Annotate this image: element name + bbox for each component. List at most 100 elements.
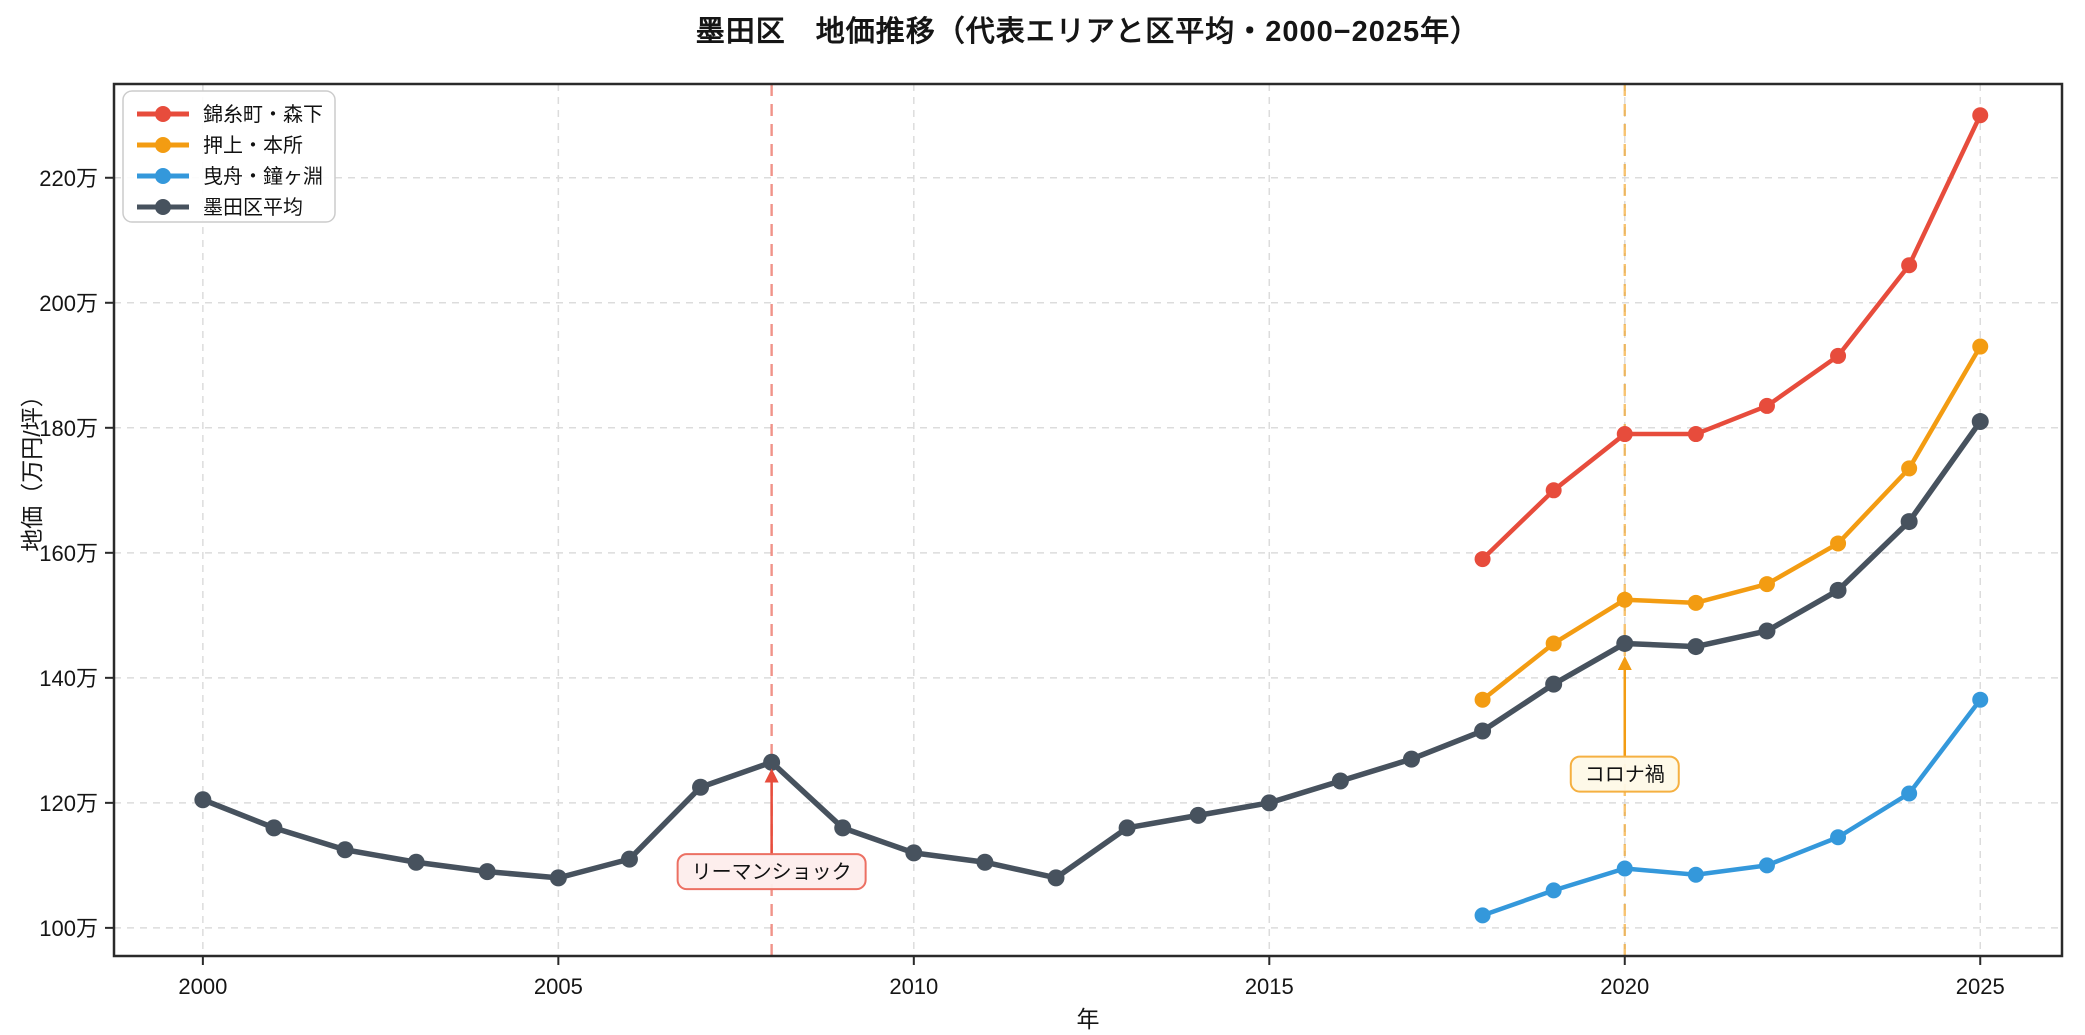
data-point: [1260, 794, 1278, 812]
data-point: [1901, 257, 1918, 274]
data-point: [1118, 819, 1136, 837]
data-point: [1687, 638, 1705, 656]
y-axis-title: 地価（万円/坪）: [19, 384, 45, 552]
data-point: [407, 853, 425, 871]
data-point: [1545, 675, 1563, 693]
data-point: [1331, 772, 1349, 790]
data-point: [1616, 426, 1633, 443]
series-line-1: [1480, 344, 1983, 702]
x-axis-title: 年: [1076, 1006, 1100, 1032]
y-tick-label: 140万: [39, 666, 98, 691]
x-tick-label: 2000: [178, 974, 227, 999]
legend-item-1: 押上・本所: [137, 134, 303, 157]
legend-label: 錦糸町・森下: [203, 103, 323, 126]
y-tick-label: 180万: [39, 416, 98, 441]
data-point: [1047, 869, 1065, 887]
data-point: [1758, 576, 1775, 593]
data-point: [1687, 426, 1704, 443]
annotation-label-1: コロナ禍: [1585, 763, 1665, 786]
series-markers-3: [194, 413, 1989, 887]
legend-label: 曳舟・鐘ヶ淵: [203, 165, 323, 188]
y-tick-label: 160万: [39, 541, 98, 566]
data-point: [1830, 347, 1847, 364]
annotation-box-0: [676, 853, 867, 891]
series-markers-0: [1474, 107, 1989, 568]
legend-label: 墨田区平均: [203, 196, 303, 219]
annotation-label-0: リーマンショック: [692, 861, 852, 884]
data-point: [1971, 413, 1989, 431]
data-point: [1616, 634, 1634, 652]
data-point: [1972, 338, 1989, 355]
y-tick-label: 120万: [39, 791, 98, 816]
data-point: [1901, 785, 1918, 802]
data-point: [834, 819, 852, 837]
data-point: [620, 850, 638, 868]
x-tick-label: 2025: [1956, 974, 2005, 999]
plot-frame: [112, 82, 2064, 958]
series-markers-1: [1474, 338, 1989, 708]
data-point: [1972, 107, 1989, 124]
data-point: [1616, 860, 1633, 877]
data-point: [336, 841, 354, 859]
axis-ticks: [105, 176, 1982, 965]
data-point: [1830, 535, 1847, 552]
y-tick-label: 100万: [39, 916, 98, 941]
data-point: [1474, 907, 1491, 924]
data-point: [1758, 397, 1775, 414]
data-point: [1972, 691, 1989, 708]
x-tick-label: 2015: [1245, 974, 1294, 999]
data-point: [1758, 622, 1776, 640]
legend-item-3: 墨田区平均: [137, 196, 303, 219]
data-point: [1545, 635, 1562, 652]
x-tick-labels: 2000 2005 2010 2015 2020 2025: [178, 974, 2004, 999]
annotation-arrowhead-0: [764, 768, 779, 783]
data-point: [1901, 460, 1918, 477]
grid: [114, 84, 2062, 956]
annotation-arrowhead-1: [1617, 655, 1632, 670]
legend-label: 押上・本所: [203, 134, 303, 157]
data-point: [905, 844, 923, 862]
data-point: [1545, 482, 1562, 499]
data-point: [1474, 551, 1491, 568]
data-point: [1474, 722, 1492, 740]
legend-marker: [155, 199, 171, 215]
series-line-0: [1480, 113, 1983, 562]
data-point: [1402, 750, 1420, 768]
legend-marker: [155, 137, 171, 153]
legend-marker: [155, 106, 171, 122]
data-point: [1616, 591, 1633, 608]
y-tick-label: 220万: [39, 166, 98, 191]
series-line-3: [200, 418, 1983, 881]
x-tick-label: 2020: [1600, 974, 1649, 999]
data-point: [1189, 806, 1207, 824]
x-tick-label: 2010: [889, 974, 938, 999]
data-point: [478, 863, 496, 881]
data-point: [763, 753, 781, 771]
data-point: [1545, 882, 1562, 899]
legend-marker: [155, 168, 171, 184]
data-point: [1830, 829, 1847, 846]
legend-box: [122, 90, 336, 223]
series-line-2: [1480, 697, 1983, 918]
data-point: [1687, 866, 1704, 883]
data-point: [194, 791, 212, 809]
data-point: [1900, 513, 1918, 531]
data-point: [976, 853, 994, 871]
chart-title: 墨田区 地価推移（代表エリアと区平均・2000−2025年）: [695, 16, 1481, 48]
legend-item-0: 錦糸町・森下: [137, 103, 323, 126]
series-markers-2: [1474, 691, 1989, 924]
data-point: [692, 778, 710, 796]
data-point: [549, 869, 567, 887]
x-tick-label: 2005: [534, 974, 583, 999]
data-point: [1474, 691, 1491, 708]
annotation-box-1: [1569, 755, 1680, 793]
data-point: [265, 819, 283, 837]
data-point: [1687, 594, 1704, 611]
data-point: [1758, 857, 1775, 874]
data-point: [1829, 581, 1847, 599]
y-tick-label: 200万: [39, 291, 98, 316]
y-tick-labels: 100万 120万 140万 160万 180万 200万 220万: [39, 166, 98, 941]
legend-item-2: 曳舟・鐘ヶ淵: [137, 165, 323, 188]
